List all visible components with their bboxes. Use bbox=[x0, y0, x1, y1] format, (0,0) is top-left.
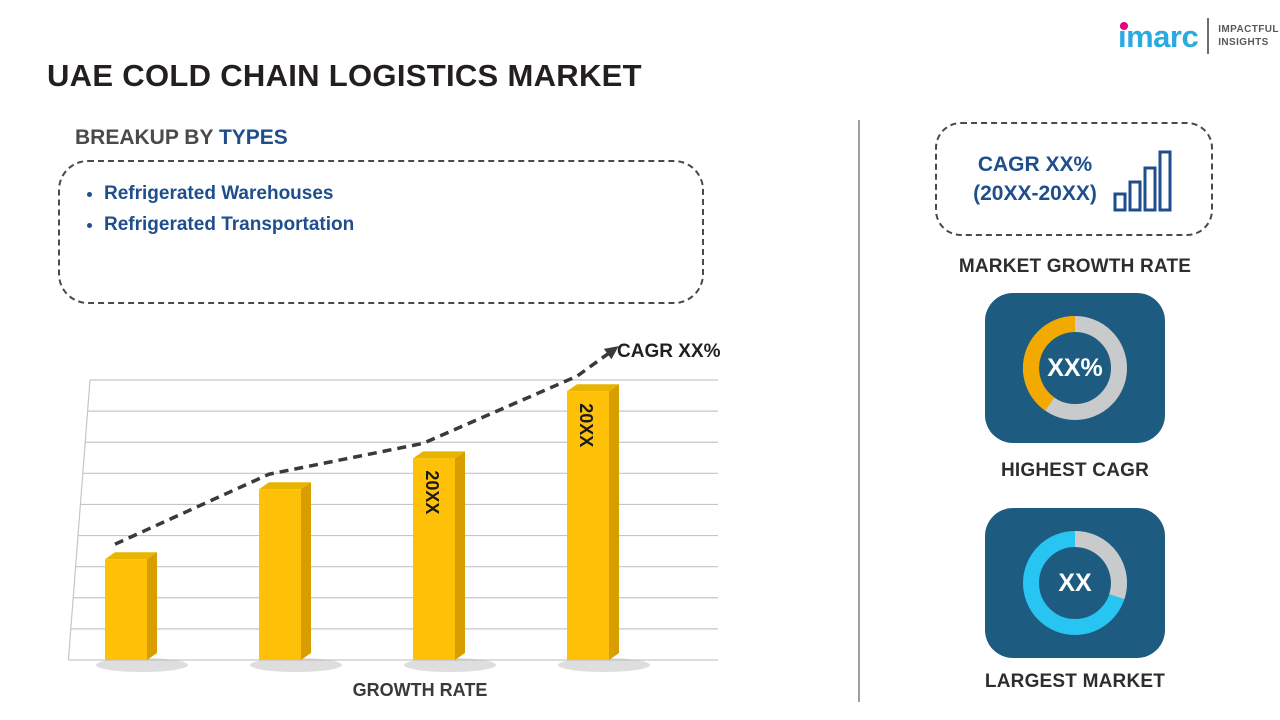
breakup-heading-prefix: BREAKUP BY bbox=[75, 126, 219, 149]
breakup-heading: BREAKUP BY TYPES bbox=[75, 126, 288, 150]
cagr-box-line2: (20XX-20XX) bbox=[973, 182, 1097, 205]
highest-cagr-value: XX% bbox=[1047, 353, 1103, 382]
cagr-box-text: CAGR XX% (20XX-20XX) bbox=[973, 150, 1097, 208]
growth-bar-chart: 20XX 20XX bbox=[67, 346, 718, 672]
breakup-heading-highlight: TYPES bbox=[218, 126, 288, 149]
market-growth-rate-caption: MARKET GROWTH RATE bbox=[958, 256, 1192, 277]
logo-divider bbox=[1207, 18, 1210, 54]
logo-dot-icon bbox=[1120, 21, 1128, 30]
imarc-logo: imarc IMPACTFUL INSIGHTS bbox=[1118, 18, 1279, 54]
tagline-line2: INSIGHTS bbox=[1218, 37, 1269, 48]
largest-market-card: XX bbox=[985, 508, 1165, 658]
brand-text: imarc bbox=[1118, 18, 1199, 54]
largest-market-caption: LARGEST MARKET bbox=[984, 671, 1166, 692]
tagline-line1: IMPACTFUL bbox=[1218, 24, 1279, 35]
section-divider bbox=[858, 120, 860, 702]
market-growth-rate-box: CAGR XX% (20XX-20XX) bbox=[935, 122, 1213, 236]
largest-market-donut-chart bbox=[1023, 531, 1127, 635]
bar-chart-icon bbox=[1113, 150, 1172, 212]
breakup-list: Refrigerated Warehouses Refrigerated Tra… bbox=[60, 178, 702, 240]
page-title: UAE COLD CHAIN LOGISTICS MARKET bbox=[47, 58, 642, 93]
svg-text:20XX: 20XX bbox=[576, 403, 596, 447]
cagr-trend-label: CAGR XX% bbox=[617, 341, 721, 362]
svg-text:20XX: 20XX bbox=[422, 470, 442, 514]
list-item: Refrigerated Warehouses bbox=[104, 178, 702, 209]
list-item: Refrigerated Transportation bbox=[104, 209, 702, 240]
logo-tagline: IMPACTFUL INSIGHTS bbox=[1218, 23, 1279, 49]
highest-cagr-caption: HIGHEST CAGR bbox=[1000, 460, 1150, 481]
largest-market-value: XX bbox=[1058, 568, 1092, 597]
breakup-types-box: Refrigerated Warehouses Refrigerated Tra… bbox=[58, 160, 704, 304]
cagr-box-line1: CAGR XX% bbox=[977, 153, 1093, 176]
highest-cagr-card: XX% bbox=[985, 293, 1165, 443]
highest-cagr-donut-chart bbox=[1023, 316, 1127, 420]
chart-x-axis-label: GROWTH RATE bbox=[352, 680, 488, 700]
